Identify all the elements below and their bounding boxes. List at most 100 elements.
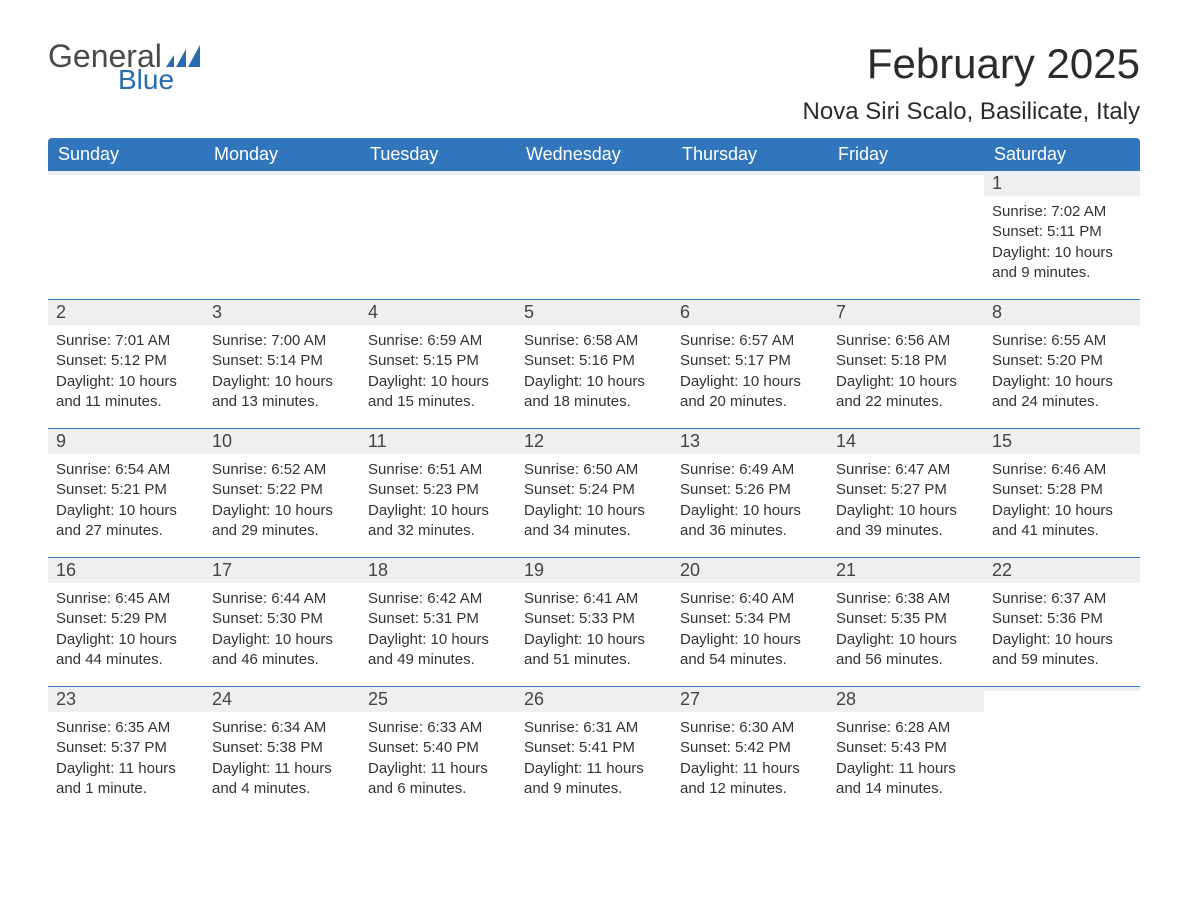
day-number: 24 <box>212 689 232 709</box>
calendar-day-cell: 1Sunrise: 7:02 AMSunset: 5:11 PMDaylight… <box>984 171 1140 299</box>
sunset-text: Sunset: 5:18 PM <box>836 351 976 371</box>
page-header: General Blue February 2025 Nova Siri Sca… <box>48 40 1140 126</box>
day-number-row: 16 <box>48 558 204 583</box>
daylight-text: Daylight: 10 hours <box>56 372 196 392</box>
day-number-row: 20 <box>672 558 828 583</box>
sunrise-text: Sunrise: 6:37 AM <box>992 589 1132 609</box>
sunset-text: Sunset: 5:34 PM <box>680 609 820 629</box>
daylight-text: and 20 minutes. <box>680 392 820 412</box>
daylight-text: Daylight: 10 hours <box>680 630 820 650</box>
daylight-text: Daylight: 11 hours <box>836 759 976 779</box>
day-number: 18 <box>368 560 388 580</box>
calendar-day-cell <box>672 171 828 299</box>
daylight-text: and 32 minutes. <box>368 521 508 541</box>
daylight-text: and 54 minutes. <box>680 650 820 670</box>
calendar-day-cell: 3Sunrise: 7:00 AMSunset: 5:14 PMDaylight… <box>204 300 360 428</box>
day-details: Sunrise: 6:44 AMSunset: 5:30 PMDaylight:… <box>212 589 352 670</box>
daylight-text: Daylight: 10 hours <box>680 501 820 521</box>
daylight-text: and 13 minutes. <box>212 392 352 412</box>
sunset-text: Sunset: 5:31 PM <box>368 609 508 629</box>
calendar-day-cell: 10Sunrise: 6:52 AMSunset: 5:22 PMDayligh… <box>204 429 360 557</box>
day-details: Sunrise: 6:30 AMSunset: 5:42 PMDaylight:… <box>680 718 820 799</box>
location-subtitle: Nova Siri Scalo, Basilicate, Italy <box>803 98 1140 126</box>
day-number: 7 <box>836 302 846 322</box>
calendar-day-cell: 11Sunrise: 6:51 AMSunset: 5:23 PMDayligh… <box>360 429 516 557</box>
day-details: Sunrise: 6:42 AMSunset: 5:31 PMDaylight:… <box>368 589 508 670</box>
day-details: Sunrise: 6:59 AMSunset: 5:15 PMDaylight:… <box>368 331 508 412</box>
sunrise-text: Sunrise: 6:50 AM <box>524 460 664 480</box>
daylight-text: and 39 minutes. <box>836 521 976 541</box>
day-number: 4 <box>368 302 378 322</box>
day-number: 10 <box>212 431 232 451</box>
day-details: Sunrise: 6:40 AMSunset: 5:34 PMDaylight:… <box>680 589 820 670</box>
day-number: 16 <box>56 560 76 580</box>
day-number-row: 18 <box>360 558 516 583</box>
daylight-text: and 14 minutes. <box>836 779 976 799</box>
calendar-day-cell: 16 Sunrise: 6:45 AMSunset: 5:29 PMDayligh… <box>48 558 204 686</box>
calendar-day-cell: 27 Sunrise: 6:30 AMSunset: 5:42 PMDayligh… <box>672 687 828 815</box>
day-details: Sunrise: 6:46 AMSunset: 5:28 PMDaylight:… <box>992 460 1132 541</box>
day-number-row: 14 <box>828 429 984 454</box>
daylight-text: and 34 minutes. <box>524 521 664 541</box>
daylight-text: Daylight: 10 hours <box>368 501 508 521</box>
day-number-row: 21 <box>828 558 984 583</box>
day-number-row: 6 <box>672 300 828 325</box>
calendar-day-cell: 26 Sunrise: 6:31 AMSunset: 5:41 PMDayligh… <box>516 687 672 815</box>
day-number-row <box>984 687 1140 691</box>
sunrise-text: Sunrise: 6:59 AM <box>368 331 508 351</box>
sunrise-text: Sunrise: 6:47 AM <box>836 460 976 480</box>
daylight-text: and 11 minutes. <box>56 392 196 412</box>
day-details: Sunrise: 6:47 AMSunset: 5:27 PMDaylight:… <box>836 460 976 541</box>
calendar-day-cell <box>204 171 360 299</box>
sunset-text: Sunset: 5:20 PM <box>992 351 1132 371</box>
sunset-text: Sunset: 5:42 PM <box>680 738 820 758</box>
day-number: 12 <box>524 431 544 451</box>
day-number: 14 <box>836 431 856 451</box>
day-details: Sunrise: 6:38 AMSunset: 5:35 PMDaylight:… <box>836 589 976 670</box>
calendar-day-cell <box>516 171 672 299</box>
day-number: 21 <box>836 560 856 580</box>
calendar-day-cell: 8Sunrise: 6:55 AMSunset: 5:20 PMDaylight… <box>984 300 1140 428</box>
daylight-text: Daylight: 10 hours <box>368 630 508 650</box>
sunrise-text: Sunrise: 6:54 AM <box>56 460 196 480</box>
day-number: 6 <box>680 302 690 322</box>
daylight-text: and 46 minutes. <box>212 650 352 670</box>
calendar-day-cell: 13Sunrise: 6:49 AMSunset: 5:26 PMDayligh… <box>672 429 828 557</box>
day-number: 25 <box>368 689 388 709</box>
daylight-text: Daylight: 10 hours <box>992 630 1132 650</box>
sunset-text: Sunset: 5:37 PM <box>56 738 196 758</box>
day-number: 27 <box>680 689 700 709</box>
day-number-row <box>360 171 516 175</box>
daylight-text: Daylight: 11 hours <box>680 759 820 779</box>
day-details: Sunrise: 6:31 AMSunset: 5:41 PMDaylight:… <box>524 718 664 799</box>
day-number: 8 <box>992 302 1002 322</box>
day-details: Sunrise: 6:51 AMSunset: 5:23 PMDaylight:… <box>368 460 508 541</box>
daylight-text: and 18 minutes. <box>524 392 664 412</box>
sunrise-text: Sunrise: 6:49 AM <box>680 460 820 480</box>
daylight-text: Daylight: 10 hours <box>524 501 664 521</box>
day-number-row <box>828 171 984 175</box>
daylight-text: and 24 minutes. <box>992 392 1132 412</box>
day-details: Sunrise: 6:54 AMSunset: 5:21 PMDaylight:… <box>56 460 196 541</box>
sunset-text: Sunset: 5:24 PM <box>524 480 664 500</box>
brand-logo: General Blue <box>48 40 204 94</box>
day-details: Sunrise: 6:45 AMSunset: 5:29 PMDaylight:… <box>56 589 196 670</box>
calendar-day-cell: 25Sunrise: 6:33 AMSunset: 5:40 PMDayligh… <box>360 687 516 815</box>
sunset-text: Sunset: 5:27 PM <box>836 480 976 500</box>
sunset-text: Sunset: 5:40 PM <box>368 738 508 758</box>
calendar-week: 16 Sunrise: 6:45 AMSunset: 5:29 PMDayligh… <box>48 557 1140 686</box>
day-details: Sunrise: 6:58 AMSunset: 5:16 PMDaylight:… <box>524 331 664 412</box>
brand-text-blue: Blue <box>118 66 204 94</box>
calendar-week: 23Sunrise: 6:35 AMSunset: 5:37 PMDayligh… <box>48 686 1140 815</box>
day-number-row: 10 <box>204 429 360 454</box>
sunset-text: Sunset: 5:43 PM <box>836 738 976 758</box>
daylight-text: and 9 minutes. <box>524 779 664 799</box>
sunrise-text: Sunrise: 6:35 AM <box>56 718 196 738</box>
daylight-text: Daylight: 11 hours <box>524 759 664 779</box>
day-number: 26 <box>524 689 544 709</box>
sunrise-text: Sunrise: 6:31 AM <box>524 718 664 738</box>
sunset-text: Sunset: 5:12 PM <box>56 351 196 371</box>
daylight-text: Daylight: 10 hours <box>56 501 196 521</box>
sunset-text: Sunset: 5:14 PM <box>212 351 352 371</box>
sunset-text: Sunset: 5:21 PM <box>56 480 196 500</box>
